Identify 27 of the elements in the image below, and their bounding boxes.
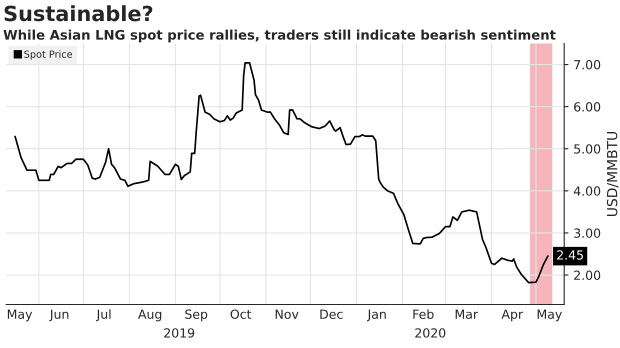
x-tick-label: May <box>538 310 562 322</box>
y-tick-label: 2.00 <box>574 270 600 280</box>
x-tick-label: Apr <box>502 310 524 322</box>
y-tick-label: 4.00 <box>574 186 600 196</box>
legend-label: Spot Price <box>24 50 72 60</box>
x-tick-label: Mar <box>456 310 478 319</box>
x-tick-label: Jul <box>96 309 111 322</box>
chart-subtitle: While Asian LNG spot price rallies, traders still indicate bearish sentiment <box>3 30 556 42</box>
x-tick-label: Jan <box>366 310 386 322</box>
x-tick-label: Feb <box>413 309 434 319</box>
x-tick-label: Jun <box>49 310 68 322</box>
chart-title: Sustainable? <box>4 5 152 22</box>
y-tick-label: 5.00 <box>574 144 600 154</box>
y-axis-title: USD/MMBTU <box>606 132 618 216</box>
x-tick-label: Sep <box>185 309 208 322</box>
y-tick-label: 3.00 <box>574 228 600 238</box>
line-series <box>14 62 549 284</box>
data-label: 2.45 <box>557 250 583 260</box>
x-tick-label: May <box>8 310 32 322</box>
x-tick-label: Dec <box>320 310 343 319</box>
x-tick-label: Oct <box>230 309 252 319</box>
text: 2020 <box>415 328 446 338</box>
text: 2019 <box>164 328 194 338</box>
x-tick-label: Aug <box>138 310 162 322</box>
x-tick-label: Nov <box>276 310 299 319</box>
y-tick-label: 6.00 <box>574 102 600 112</box>
y-tick-label: 7.00 <box>574 60 600 70</box>
